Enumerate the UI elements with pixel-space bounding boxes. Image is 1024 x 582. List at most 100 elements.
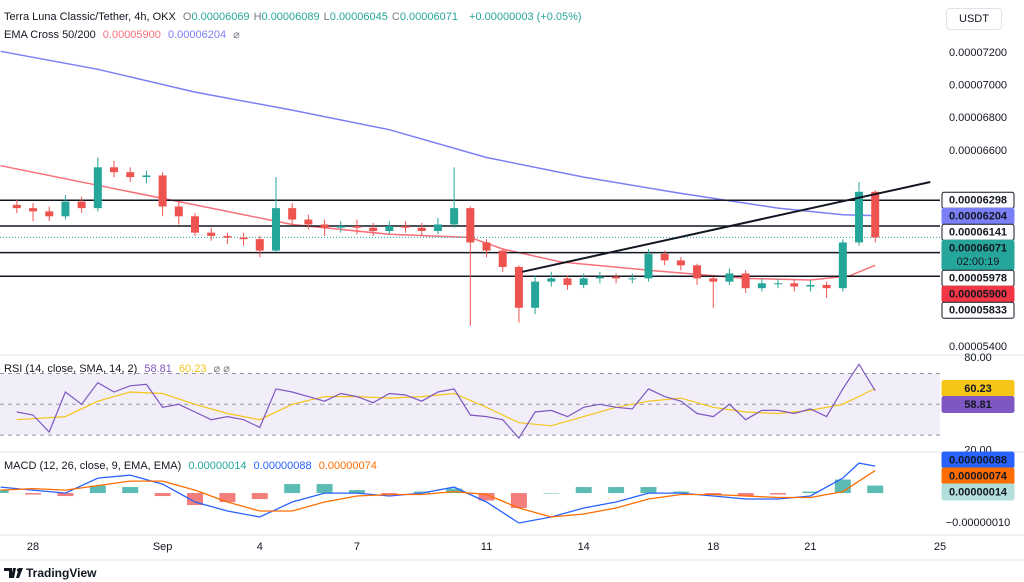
candle-body xyxy=(693,265,702,279)
price-label: 0.00006141 xyxy=(949,227,1007,239)
candle-body xyxy=(190,216,199,233)
histogram-bar xyxy=(802,491,819,494)
price-label: 0.00006071 xyxy=(949,243,1007,255)
candle-body xyxy=(29,208,38,212)
candle-body xyxy=(628,278,637,280)
histogram-bar xyxy=(219,493,236,503)
candle-body xyxy=(110,167,119,173)
candle-body xyxy=(531,281,540,308)
candle-body xyxy=(741,273,750,289)
histogram-bar xyxy=(575,487,592,494)
candle-body xyxy=(547,278,556,282)
ohlc-value: 0.00006045 xyxy=(329,11,388,23)
line xyxy=(16,387,876,427)
histogram-bar xyxy=(543,493,560,494)
candle-body xyxy=(676,260,685,266)
line xyxy=(16,363,876,440)
rsi-band xyxy=(0,373,940,436)
candle-body xyxy=(563,278,572,285)
line xyxy=(0,50,876,217)
price-label-box xyxy=(941,301,1015,319)
histogram-bar xyxy=(316,484,333,494)
candle-body xyxy=(709,278,718,282)
candle-body xyxy=(822,284,831,289)
histogram-bar xyxy=(510,493,527,509)
histogram-bar xyxy=(89,485,106,494)
ohlc-value: 0.00006071 xyxy=(399,11,458,23)
candle-body xyxy=(466,208,475,243)
ema-header: EMA Cross 50/200 0.00005900 0.00006204 ⌀ xyxy=(4,28,244,41)
candle-body xyxy=(498,250,507,267)
candle-body xyxy=(93,167,102,209)
candle-body xyxy=(385,226,394,232)
rsi-pane xyxy=(0,363,940,440)
x-tick-label: 18 xyxy=(707,541,719,553)
line xyxy=(0,470,876,518)
candle-body xyxy=(174,206,183,217)
histogram-bar xyxy=(446,488,463,494)
brand: TradingView xyxy=(26,566,97,580)
price-label: 0.00005833 xyxy=(949,305,1007,317)
x-tick-label: 7 xyxy=(354,541,360,553)
ohlc-value: 0.00006089 xyxy=(261,11,320,23)
x-tick-label: 28 xyxy=(27,541,39,553)
candle-body xyxy=(320,224,329,228)
histogram-bar xyxy=(867,485,884,494)
candle-body xyxy=(352,226,361,228)
ohlc: O0.00006069 H0.00006089 L0.00006045 C0.0000… xyxy=(183,11,462,23)
candle-body xyxy=(579,278,588,285)
histogram-bar xyxy=(705,493,722,495)
candle-body xyxy=(255,239,264,251)
histogram-bar xyxy=(478,493,495,501)
indicator-title: MACD (12, 26, close, 9, EMA, EMA) xyxy=(4,460,182,472)
macd-value: 0.00000088 xyxy=(253,460,312,472)
x-tick-label: 25 xyxy=(934,541,946,553)
candle-body xyxy=(288,208,297,220)
indicator-mark: ⌀ ⌀ xyxy=(213,363,230,375)
candle-body xyxy=(871,191,880,238)
ohlc-key: H xyxy=(253,11,262,23)
candle-body xyxy=(223,235,232,238)
price-label: 0.00006298 xyxy=(949,195,1007,207)
candle-body xyxy=(207,232,216,236)
histogram-bar xyxy=(122,487,139,494)
indicator-title: RSI (14, close, SMA, 14, 2) xyxy=(4,363,138,375)
candle-body xyxy=(271,208,280,251)
y-tick-label: 0.00006800 xyxy=(949,112,1007,124)
candle-body xyxy=(644,253,653,279)
rsi-value: 58.81 xyxy=(144,363,172,375)
histogram-bar xyxy=(57,493,74,497)
price-label-box xyxy=(941,483,1015,501)
price-label: 60.23 xyxy=(964,383,992,395)
histogram-bar xyxy=(251,493,268,500)
candle-body xyxy=(482,242,491,251)
indicator-title: EMA Cross 50/200 xyxy=(4,29,96,41)
ema200-value: 0.00006204 xyxy=(167,29,227,41)
histogram-bar xyxy=(154,493,171,497)
price-label: 0.00000014 xyxy=(949,486,1008,498)
price-label: 0.00006204 xyxy=(949,211,1008,223)
candle-body xyxy=(77,201,86,209)
candle-body xyxy=(806,284,815,287)
candle-body xyxy=(12,204,21,209)
candle-body xyxy=(612,276,621,279)
candle-body xyxy=(790,283,799,287)
candle-body xyxy=(369,227,378,232)
candle-body xyxy=(158,175,167,207)
candle-body xyxy=(595,276,604,279)
candle-body xyxy=(304,219,313,225)
ohlc-key: O xyxy=(182,11,192,23)
x-tick-label: Sep xyxy=(153,541,173,553)
currency-button[interactable]: USDT xyxy=(946,8,1002,30)
candle-body xyxy=(838,242,847,289)
histogram-bar xyxy=(770,493,787,495)
y-tick-label: 0.00005400 xyxy=(949,341,1007,353)
symbol: Terra Luna Classic/Tether, 4h, OKX xyxy=(4,11,176,23)
candle-body xyxy=(401,226,410,228)
ema50-value: 0.00005900 xyxy=(102,29,161,41)
x-tick-label: 21 xyxy=(804,541,816,553)
histogram-bar xyxy=(348,490,365,494)
change: +0.00000003 (+0.05%) xyxy=(469,11,582,23)
